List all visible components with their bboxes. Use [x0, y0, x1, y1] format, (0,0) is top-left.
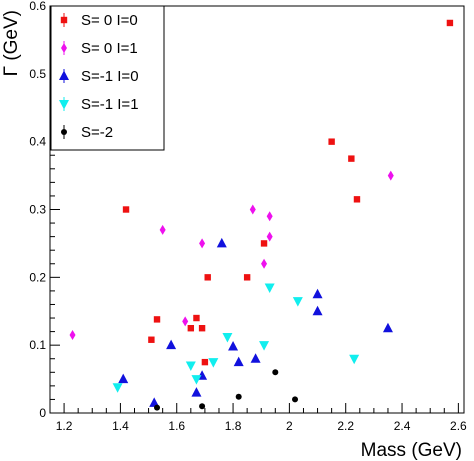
data-point [208, 358, 219, 368]
data-point [446, 19, 454, 27]
data-point [266, 211, 273, 222]
data-point [272, 369, 279, 376]
data-point [292, 396, 299, 403]
y-tick-label: 0.2 [29, 270, 46, 284]
series-3 [112, 283, 360, 393]
data-point [228, 341, 239, 351]
data-point [349, 354, 360, 365]
data-point [266, 231, 273, 242]
y-tick-label: 0.1 [29, 338, 46, 352]
data-point [387, 170, 394, 181]
x-tick-label: 2.4 [394, 419, 411, 433]
legend-marker [60, 16, 68, 24]
x-tick-label: 1.6 [168, 419, 185, 433]
x-tick-label: 2.2 [337, 419, 354, 433]
data-point [149, 397, 160, 407]
data-point [201, 358, 209, 366]
y-tick-label: 0.3 [29, 203, 46, 217]
data-point [382, 322, 393, 333]
y-tick-label: 0.6 [29, 0, 46, 13]
legend-label: S=-2 [81, 124, 113, 141]
data-point [249, 204, 256, 215]
data-point [259, 341, 270, 351]
data-point [69, 329, 76, 340]
data-point [235, 393, 242, 400]
data-point [328, 138, 335, 145]
legend-box [50, 5, 165, 151]
data-point [312, 288, 323, 299]
x-tick-label: 2 [286, 419, 293, 433]
legend-marker [59, 70, 69, 80]
data-point [348, 155, 355, 162]
series-2 [118, 237, 393, 407]
data-point [148, 336, 155, 343]
x-tick-label: 1.4 [112, 419, 129, 433]
x-tick-label: 1.2 [56, 419, 73, 433]
data-point [199, 403, 206, 410]
data-point [198, 325, 206, 332]
data-point [193, 314, 200, 322]
data-point [261, 258, 268, 269]
y-axis-title: Γ (GeV) [1, 10, 22, 76]
data-point [191, 387, 202, 397]
legend-label: S=-1 I=1 [81, 96, 139, 113]
series-1 [69, 170, 394, 340]
data-point [185, 361, 196, 372]
legend-marker [59, 100, 69, 110]
y-tick-label: 0.5 [29, 67, 46, 81]
data-point [204, 274, 211, 281]
data-point [353, 196, 361, 203]
data-point [153, 316, 161, 323]
series-4 [154, 369, 299, 411]
data-point [292, 297, 303, 307]
data-point [159, 224, 166, 235]
data-point [243, 274, 251, 281]
legend-label: S=-1 I=0 [81, 68, 139, 85]
data-point [166, 339, 177, 350]
data-point [216, 237, 227, 248]
data-point [182, 316, 189, 327]
data-point [187, 325, 195, 332]
legend: S= 0 I=0 S= 0 I=1 S=-1 I=0 S=-1 I=1 S=-2 [50, 5, 165, 151]
y-tick-label: 0 [39, 406, 46, 420]
data-point [112, 383, 123, 393]
data-point [260, 240, 268, 247]
x-tick-label: 1.8 [225, 419, 242, 433]
x-axis-title: Mass (GeV) [361, 440, 462, 461]
legend-marker [61, 129, 67, 135]
series-0 [122, 19, 454, 366]
data-point [191, 375, 202, 385]
y-tick-label: 0.4 [29, 135, 46, 149]
data-point [250, 353, 261, 363]
data-point [264, 283, 275, 294]
data-point [233, 356, 244, 367]
data-point [312, 305, 323, 316]
data-points [69, 19, 454, 411]
data-point [199, 238, 206, 249]
legend-label: S= 0 I=1 [81, 40, 138, 57]
data-point [154, 404, 161, 411]
data-point [222, 333, 233, 343]
legend-marker [61, 43, 67, 53]
x-tick-label: 2.6 [450, 419, 467, 433]
legend-label: S= 0 I=0 [81, 12, 138, 29]
data-point [118, 373, 129, 384]
data-point [122, 206, 130, 213]
